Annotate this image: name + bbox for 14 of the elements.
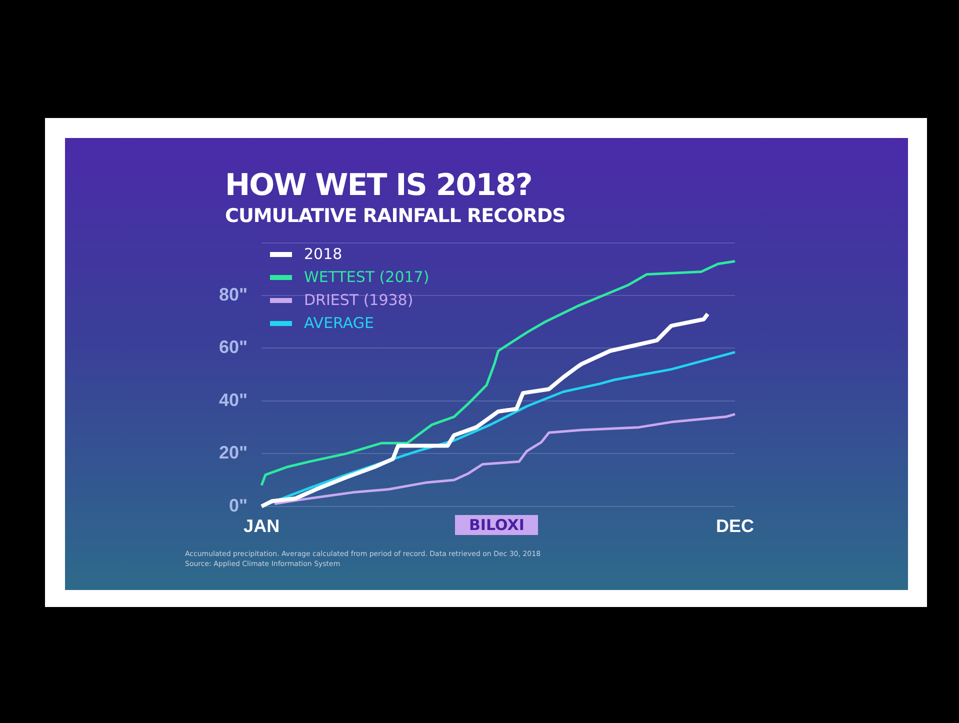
legend-label: 2018 — [304, 245, 342, 263]
legend-label: WETTEST (2017) — [304, 268, 430, 286]
y-tick-label: 0" — [229, 495, 248, 516]
legend-label: AVERAGE — [304, 314, 374, 332]
text: BILOXI — [455, 515, 538, 535]
legend-label: DRIEST (1938) — [304, 291, 414, 309]
y-tick-label: 80" — [218, 284, 248, 304]
y-tick-label: 20" — [218, 442, 248, 463]
x-tick-label: JAN — [244, 516, 280, 536]
x-tick-label: DEC — [716, 516, 754, 536]
chart-title: HOW WET IS 2018? — [225, 168, 532, 203]
chart-subtitle: CUMULATIVE RAINFALL RECORDS — [225, 205, 566, 227]
y-tick-label: 40" — [218, 390, 248, 410]
y-tick-label: 60" — [218, 337, 248, 358]
